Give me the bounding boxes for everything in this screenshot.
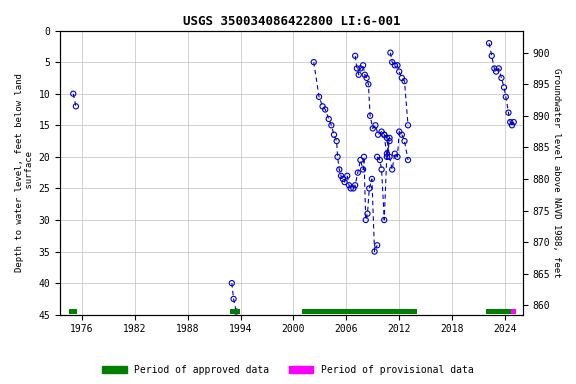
Point bbox=[400, 78, 409, 84]
Point bbox=[358, 62, 367, 68]
Y-axis label: Depth to water level, feet below land
 surface: Depth to water level, feet below land su… bbox=[15, 73, 35, 272]
Point bbox=[375, 157, 384, 163]
Point bbox=[382, 154, 392, 160]
Point bbox=[362, 75, 371, 81]
Bar bbox=[302, 309, 417, 314]
Point bbox=[227, 280, 236, 286]
Point bbox=[229, 296, 238, 302]
Point bbox=[373, 132, 382, 138]
Point bbox=[382, 151, 392, 157]
Point bbox=[507, 122, 517, 128]
Bar bbox=[486, 309, 511, 314]
Point bbox=[329, 132, 339, 138]
Point bbox=[380, 217, 389, 223]
Point bbox=[367, 176, 377, 182]
Title: USGS 350034086422800 LI:G-001: USGS 350034086422800 LI:G-001 bbox=[183, 15, 400, 28]
Point bbox=[395, 68, 404, 74]
Point bbox=[390, 151, 399, 157]
Point bbox=[484, 40, 494, 46]
Point bbox=[349, 185, 358, 192]
Point bbox=[333, 154, 342, 160]
Point bbox=[321, 106, 330, 113]
Point bbox=[368, 125, 377, 131]
Point bbox=[382, 135, 392, 141]
Point bbox=[385, 135, 394, 141]
Point bbox=[388, 59, 397, 65]
Point bbox=[388, 166, 397, 172]
Point bbox=[385, 138, 394, 144]
Point bbox=[373, 242, 382, 248]
Point bbox=[343, 173, 352, 179]
Point bbox=[491, 68, 501, 74]
Point bbox=[358, 166, 367, 172]
Legend: Period of approved data, Period of provisional data: Period of approved data, Period of provi… bbox=[98, 361, 478, 379]
Point bbox=[499, 84, 509, 91]
Point bbox=[390, 62, 399, 68]
Point bbox=[403, 157, 412, 163]
Point bbox=[504, 109, 513, 116]
Point bbox=[490, 65, 499, 71]
Point bbox=[365, 185, 374, 192]
Point bbox=[314, 94, 324, 100]
Point bbox=[393, 154, 402, 160]
Bar bbox=[511, 309, 516, 314]
Point bbox=[318, 103, 327, 109]
Point bbox=[327, 122, 336, 128]
Point bbox=[340, 179, 349, 185]
Point bbox=[354, 72, 363, 78]
Point bbox=[377, 166, 386, 172]
Point bbox=[332, 138, 341, 144]
Point bbox=[377, 129, 386, 135]
Point bbox=[509, 119, 518, 125]
Point bbox=[353, 65, 362, 71]
Point bbox=[386, 50, 395, 56]
Point bbox=[403, 122, 412, 128]
Point bbox=[400, 138, 409, 144]
Point bbox=[356, 157, 365, 163]
Point bbox=[336, 173, 346, 179]
Point bbox=[373, 154, 382, 160]
Point bbox=[361, 217, 370, 223]
Point bbox=[363, 210, 372, 217]
Point bbox=[338, 176, 347, 182]
Point bbox=[351, 182, 360, 188]
Point bbox=[346, 185, 355, 192]
Point bbox=[395, 129, 404, 135]
Point bbox=[497, 75, 506, 81]
Point bbox=[397, 75, 407, 81]
Point bbox=[371, 122, 380, 128]
Point bbox=[370, 248, 379, 255]
Point bbox=[232, 308, 241, 314]
Point bbox=[356, 65, 365, 71]
Point bbox=[344, 182, 354, 188]
Point bbox=[393, 62, 402, 68]
Point bbox=[364, 81, 373, 87]
Point bbox=[385, 154, 394, 160]
Point bbox=[351, 53, 360, 59]
Point bbox=[494, 65, 503, 71]
Point bbox=[397, 132, 407, 138]
Bar bbox=[69, 309, 77, 314]
Point bbox=[335, 166, 344, 172]
Point bbox=[501, 94, 510, 100]
Point bbox=[380, 132, 389, 138]
Point bbox=[353, 170, 362, 176]
Point bbox=[359, 154, 369, 160]
Point bbox=[506, 119, 515, 125]
Point bbox=[71, 103, 81, 109]
Point bbox=[380, 132, 389, 138]
Point bbox=[324, 116, 334, 122]
Point bbox=[487, 53, 497, 59]
Point bbox=[69, 91, 78, 97]
Y-axis label: Groundwater level above NAVD 1988, feet: Groundwater level above NAVD 1988, feet bbox=[552, 68, 561, 278]
Point bbox=[366, 113, 375, 119]
Bar bbox=[230, 309, 240, 314]
Point bbox=[360, 72, 369, 78]
Point bbox=[309, 59, 319, 65]
